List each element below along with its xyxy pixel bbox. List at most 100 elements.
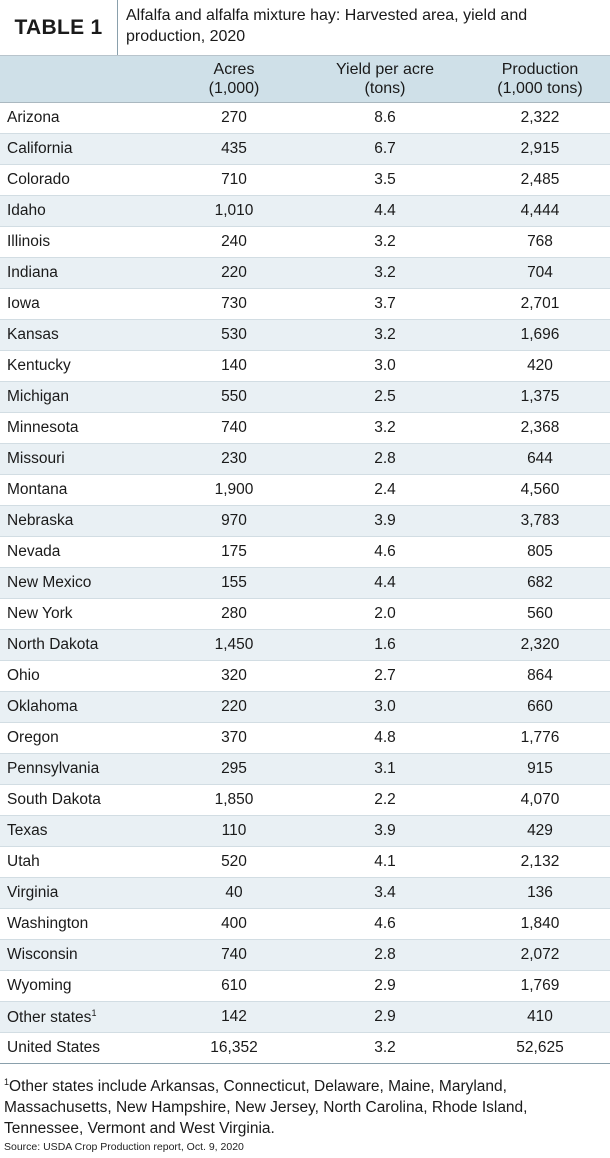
- cell-state: Iowa: [0, 295, 168, 313]
- table-row: Utah 520 4.1 2,132: [0, 847, 610, 878]
- header-yield-line-2: (tons): [364, 80, 406, 97]
- cell-yield: 3.4: [374, 884, 396, 901]
- cell-acres: 220: [221, 264, 247, 281]
- cell-acres: 710: [221, 171, 247, 188]
- cell-yield: 2.8: [374, 450, 396, 467]
- cell-acres: 610: [221, 977, 247, 994]
- cell-production: 4,070: [520, 791, 560, 808]
- table-row: Kentucky 140 3.0 420: [0, 351, 610, 382]
- cell-state: Indiana: [0, 264, 168, 282]
- cell-state: Washington: [0, 915, 168, 933]
- cell-acres: 240: [221, 233, 247, 250]
- header-yield: Yield per acre (tons): [300, 56, 470, 102]
- header-production-line-1: Production: [501, 61, 579, 78]
- table-number-label: TABLE 1: [0, 0, 118, 55]
- state-name: Utah: [7, 853, 40, 870]
- cell-acres: 270: [221, 109, 247, 126]
- cell-production: 2,322: [520, 109, 560, 126]
- cell-production: 3,783: [520, 512, 560, 529]
- table-row: Missouri 230 2.8 644: [0, 444, 610, 475]
- header-production: Production (1,000 tons): [470, 56, 610, 102]
- cell-state: Texas: [0, 822, 168, 840]
- cell-production: 864: [527, 667, 553, 684]
- cell-yield: 3.2: [374, 233, 396, 250]
- cell-acres: 970: [221, 512, 247, 529]
- table-row: Nevada 175 4.6 805: [0, 537, 610, 568]
- cell-state: Oklahoma: [0, 698, 168, 716]
- table-row: Kansas 530 3.2 1,696: [0, 320, 610, 351]
- table-row: California 435 6.7 2,915: [0, 134, 610, 165]
- cell-production: 1,840: [520, 915, 560, 932]
- cell-state: Nebraska: [0, 512, 168, 530]
- table-title: Alfalfa and alfalfa mixture hay: Harvest…: [118, 0, 610, 55]
- cell-production: 682: [527, 574, 553, 591]
- cell-yield: 3.9: [374, 512, 396, 529]
- table-row: Arizona 270 8.6 2,322: [0, 103, 610, 134]
- table-row: Montana 1,900 2.4 4,560: [0, 475, 610, 506]
- state-name: Nebraska: [7, 512, 74, 529]
- table-title-bar: TABLE 1 Alfalfa and alfalfa mixture hay:…: [0, 0, 610, 56]
- cell-acres: 280: [221, 605, 247, 622]
- table-row: Nebraska 970 3.9 3,783: [0, 506, 610, 537]
- table-body: Arizona 270 8.6 2,322 California 435 6.7 2,915 C…: [0, 103, 610, 1064]
- cell-state: South Dakota: [0, 791, 168, 809]
- cell-acres: 140: [221, 357, 247, 374]
- cell-acres: 435: [221, 140, 247, 157]
- cell-acres: 220: [221, 698, 247, 715]
- cell-acres: 110: [221, 822, 247, 839]
- cell-yield: 3.7: [374, 295, 396, 312]
- cell-yield: 2.8: [374, 946, 396, 963]
- table-row: North Dakota 1,450 1.6 2,320: [0, 630, 610, 661]
- cell-acres: 16,352: [210, 1039, 258, 1056]
- footnote: 1Other states include Arkansas, Connecti…: [0, 1064, 610, 1139]
- state-name: Colorado: [7, 171, 70, 188]
- cell-yield: 3.2: [374, 264, 396, 281]
- footnote-text: Other states include Arkansas, Connectic…: [4, 1078, 528, 1137]
- cell-acres: 740: [221, 946, 247, 963]
- cell-acres: 400: [221, 915, 247, 932]
- cell-yield: 3.0: [374, 357, 396, 374]
- table-row: Idaho 1,010 4.4 4,444: [0, 196, 610, 227]
- state-name: New Mexico: [7, 574, 92, 591]
- state-name: United States: [7, 1039, 101, 1056]
- cell-production: 560: [527, 605, 553, 622]
- cell-production: 52,625: [516, 1039, 564, 1056]
- cell-state: Ohio: [0, 667, 168, 685]
- state-name: Wisconsin: [7, 946, 78, 963]
- cell-acres: 230: [221, 450, 247, 467]
- state-name: Kentucky: [7, 357, 71, 374]
- cell-yield: 3.0: [374, 698, 396, 715]
- state-name: Missouri: [7, 450, 65, 467]
- cell-yield: 3.2: [374, 326, 396, 343]
- cell-production: 4,560: [520, 481, 560, 498]
- table-row: Texas 110 3.9 429: [0, 816, 610, 847]
- state-name: Iowa: [7, 295, 40, 312]
- cell-production: 2,915: [520, 140, 560, 157]
- cell-production: 2,072: [520, 946, 560, 963]
- state-name: Oregon: [7, 729, 59, 746]
- cell-state: Kansas: [0, 326, 168, 344]
- cell-production: 1,769: [520, 977, 560, 994]
- table-row: Virginia 40 3.4 136: [0, 878, 610, 909]
- cell-state: Other states1: [0, 1008, 168, 1027]
- cell-state: North Dakota: [0, 636, 168, 654]
- cell-production: 2,320: [520, 636, 560, 653]
- cell-acres: 1,850: [214, 791, 254, 808]
- cell-acres: 40: [225, 884, 243, 901]
- table-row: Wyoming 610 2.9 1,769: [0, 971, 610, 1002]
- table-header-row: Acres (1,000) Yield per acre (tons) Prod…: [0, 56, 610, 103]
- table-row: Colorado 710 3.5 2,485: [0, 165, 610, 196]
- state-name: Arizona: [7, 109, 60, 126]
- cell-state: New York: [0, 605, 168, 623]
- cell-yield: 8.6: [374, 109, 396, 126]
- cell-acres: 142: [221, 1008, 247, 1025]
- cell-state: Oregon: [0, 729, 168, 747]
- header-state: [0, 56, 168, 102]
- state-name: Nevada: [7, 543, 61, 560]
- footnote-ref: 1: [91, 1007, 97, 1018]
- state-name: Wyoming: [7, 977, 72, 994]
- cell-yield: 2.9: [374, 1008, 396, 1025]
- cell-production: 768: [527, 233, 553, 250]
- cell-production: 136: [527, 884, 553, 901]
